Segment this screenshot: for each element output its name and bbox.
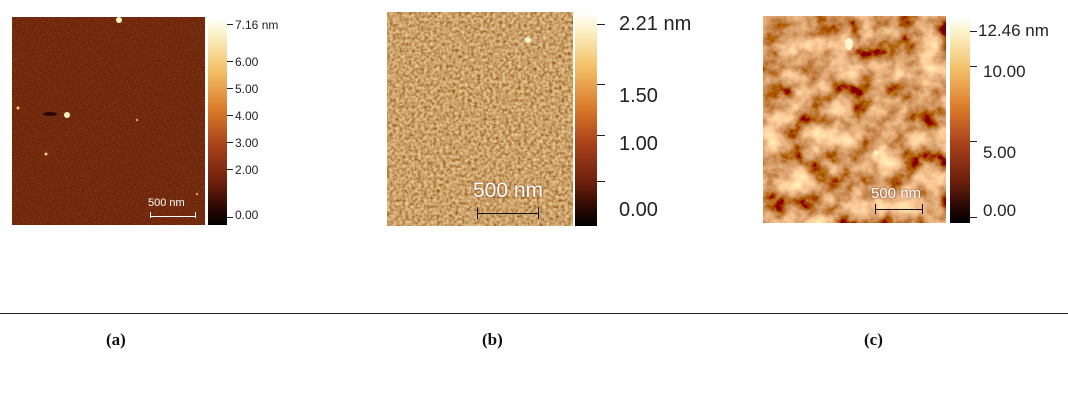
afm-image-a: 500 nm: [12, 17, 205, 225]
colorbar-a-tick: [227, 142, 233, 143]
scale-cap-c-left: [875, 204, 876, 214]
colorbar-a-tick: [227, 217, 233, 218]
afm-a-features: [16, 17, 199, 196]
colorbar-b-tick-label: 1.50: [619, 85, 658, 107]
afm-image-b-texture: [387, 12, 573, 226]
colorbar-b: [575, 12, 597, 226]
scale-bar-c: [875, 209, 923, 210]
colorbar-b-tick-label: 1.00: [619, 133, 658, 155]
colorbar-a-tick: [227, 88, 233, 89]
colorbar-a-tick-label: 2.00: [235, 163, 259, 177]
afm-image-b: 500 nm: [387, 12, 573, 226]
colorbar-a-tick: [227, 61, 233, 62]
colorbar-a-tick-label: 6.00: [235, 55, 259, 69]
colorbar-b-tick-label: 0.00: [619, 199, 658, 221]
colorbar-a-tick-label: 4.00: [235, 109, 259, 123]
colorbar-a-tick-label: 5.00: [235, 82, 259, 96]
colorbar-b-tick: [597, 135, 605, 136]
colorbar-b-tick-max: [597, 24, 605, 25]
colorbar-b-tick: [597, 84, 605, 85]
caption-b: (b): [482, 330, 503, 349]
scale-label-a: 500 nm: [148, 197, 185, 209]
colorbar-c-tick-label: 0.00: [983, 201, 1017, 220]
afm-image-c-texture: [763, 16, 946, 223]
scale-label-c: 500 nm: [871, 185, 922, 202]
caption-divider: [0, 313, 1068, 314]
colorbar-c-tick: [970, 217, 977, 218]
afm-image-a-texture: [12, 17, 205, 225]
colorbar-a: [208, 17, 227, 225]
colorbar-a-tick-label: 3.00: [235, 136, 259, 150]
scale-label-b: 500 nm: [473, 179, 544, 202]
scale-cap-a-left: [150, 212, 151, 218]
colorbar-c-tick: [970, 66, 977, 67]
colorbar-a-tick: [227, 169, 233, 170]
colorbar-c-tick-label: 5.00: [983, 143, 1017, 162]
scale-cap-b-left: [477, 207, 478, 219]
scale-cap-b-right: [538, 207, 539, 219]
colorbar-b-tick: [597, 181, 605, 182]
colorbar-b-max-label: 2.21 nm: [619, 13, 692, 35]
colorbar-c-tick: [970, 141, 977, 142]
colorbar-c-max-label: 12.46 nm: [978, 21, 1049, 40]
colorbar-a-max-label: 7.16 nm: [235, 18, 279, 32]
colorbar-c-tick-max: [970, 31, 977, 32]
colorbar-a-tick-max: [227, 24, 233, 25]
afm-image-c: 500 nm: [763, 16, 946, 223]
scale-cap-a-right: [195, 212, 196, 218]
colorbar-a-tick: [227, 115, 233, 116]
colorbar-a-tick-label: 0.00: [235, 208, 259, 222]
caption-a: (a): [106, 330, 126, 349]
scale-bar-a: [150, 216, 196, 217]
colorbar-c: [950, 16, 970, 223]
colorbar-c-tick-label: 10.00: [983, 62, 1026, 81]
scale-bar-b: [477, 213, 539, 214]
scale-cap-c-right: [922, 204, 923, 214]
caption-c: (c): [864, 330, 883, 349]
